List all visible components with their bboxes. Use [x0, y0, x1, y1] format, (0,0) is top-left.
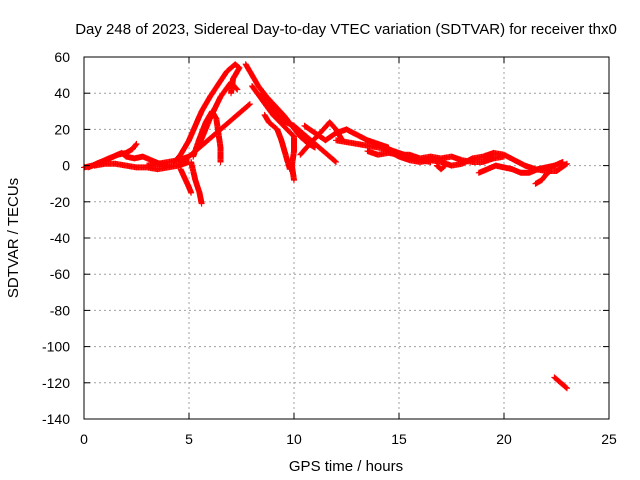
- point-markers: [177, 166, 195, 196]
- axis-ticks: 0 5 10 15 20 25 -140 -120 -100 -80 -60 -40 -20 0 20 40 6…: [42, 49, 617, 447]
- point-markers: [433, 162, 449, 173]
- data-series: [81, 61, 570, 392]
- series-track-19: [433, 162, 449, 173]
- x-tick-label: 20: [496, 431, 512, 447]
- y-tick-label: 60: [54, 49, 70, 65]
- y-tick-label: -80: [50, 302, 70, 318]
- series-track-21: [532, 168, 554, 187]
- point-markers: [532, 168, 554, 187]
- point-markers: [475, 159, 566, 176]
- y-tick-label: -60: [50, 266, 70, 282]
- series-track-6: [177, 166, 195, 196]
- y-tick-label: -100: [42, 339, 70, 355]
- series-track-9: [196, 79, 241, 147]
- y-tick-label: 0: [62, 158, 70, 174]
- y-tick-label: -120: [42, 375, 70, 391]
- chart-title: Day 248 of 2023, Sidereal Day-to-day VTE…: [75, 21, 617, 38]
- series-track-22: [551, 374, 570, 392]
- series-track-7: [188, 159, 205, 207]
- y-tick-label: -20: [50, 194, 70, 210]
- x-tick-label: 10: [286, 431, 302, 447]
- series-track-5: [171, 61, 243, 165]
- point-markers: [261, 111, 293, 173]
- point-markers: [171, 61, 243, 165]
- series-track-12: [261, 111, 293, 173]
- x-tick-label: 25: [601, 431, 617, 447]
- point-markers: [196, 79, 241, 147]
- x-tick-label: 0: [80, 431, 88, 447]
- x-axis-label: GPS time / hours: [289, 458, 403, 475]
- grid-lines: [84, 57, 609, 419]
- x-tick-label: 15: [391, 431, 407, 447]
- x-tick-label: 5: [185, 431, 193, 447]
- y-tick-label: 20: [54, 121, 70, 137]
- series-track-20: [475, 159, 566, 176]
- y-tick-label: -140: [42, 411, 70, 427]
- point-markers: [551, 374, 570, 392]
- y-axis-label: SDTVAR / TECUs: [5, 178, 22, 298]
- y-tick-label: -40: [50, 230, 70, 246]
- y-tick-label: 40: [54, 85, 70, 101]
- point-markers: [188, 159, 205, 207]
